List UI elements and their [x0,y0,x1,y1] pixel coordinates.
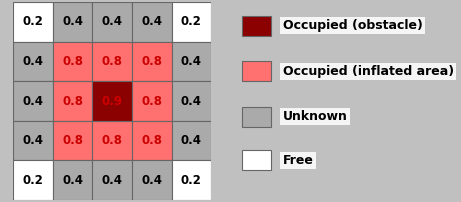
Text: 0.8: 0.8 [62,134,83,147]
Bar [53,81,92,121]
FancyBboxPatch shape [242,107,271,127]
Text: 0.4: 0.4 [23,55,43,68]
Text: 0.4: 0.4 [23,95,43,107]
Bar [53,160,92,200]
Bar [171,2,211,42]
Text: 0.8: 0.8 [101,55,123,68]
Text: 0.2: 0.2 [181,15,202,28]
Bar [13,160,53,200]
Text: 0.4: 0.4 [62,174,83,187]
Bar [13,42,53,81]
Text: 0.8: 0.8 [101,134,123,147]
Bar [92,121,132,160]
Text: 0.4: 0.4 [23,134,43,147]
Text: 0.8: 0.8 [141,55,162,68]
Bar [171,81,211,121]
Text: 0.2: 0.2 [181,174,202,187]
Text: Occupied (obstacle): Occupied (obstacle) [283,19,422,32]
Text: 0.2: 0.2 [23,15,43,28]
Text: 0.8: 0.8 [141,95,162,107]
FancyBboxPatch shape [242,61,271,81]
Text: 0.8: 0.8 [141,134,162,147]
Text: 0.4: 0.4 [141,174,162,187]
Bar [53,42,92,81]
Text: 0.4: 0.4 [101,174,123,187]
Text: 0.8: 0.8 [62,55,83,68]
FancyBboxPatch shape [242,150,271,170]
Bar [53,121,92,160]
Bar [92,160,132,200]
Bar [132,2,171,42]
Text: 0.4: 0.4 [141,15,162,28]
Bar [53,2,92,42]
Text: 0.2: 0.2 [23,174,43,187]
Bar [132,121,171,160]
Text: 0.4: 0.4 [181,55,202,68]
Text: Unknown: Unknown [283,110,348,123]
Bar [92,81,132,121]
Bar [171,121,211,160]
Bar [171,160,211,200]
Bar [13,81,53,121]
Bar [92,42,132,81]
Text: Free: Free [283,154,313,167]
Text: 0.4: 0.4 [181,95,202,107]
Text: 0.4: 0.4 [62,15,83,28]
Text: Occupied (inflated area): Occupied (inflated area) [283,65,454,78]
Text: 0.9: 0.9 [101,95,123,107]
Bar [92,2,132,42]
FancyBboxPatch shape [242,16,271,36]
Bar [132,42,171,81]
Bar [132,81,171,121]
Text: 0.4: 0.4 [181,134,202,147]
Text: 0.8: 0.8 [62,95,83,107]
Text: 0.4: 0.4 [101,15,123,28]
Bar [132,160,171,200]
Bar [13,121,53,160]
Bar [171,42,211,81]
Bar [13,2,53,42]
